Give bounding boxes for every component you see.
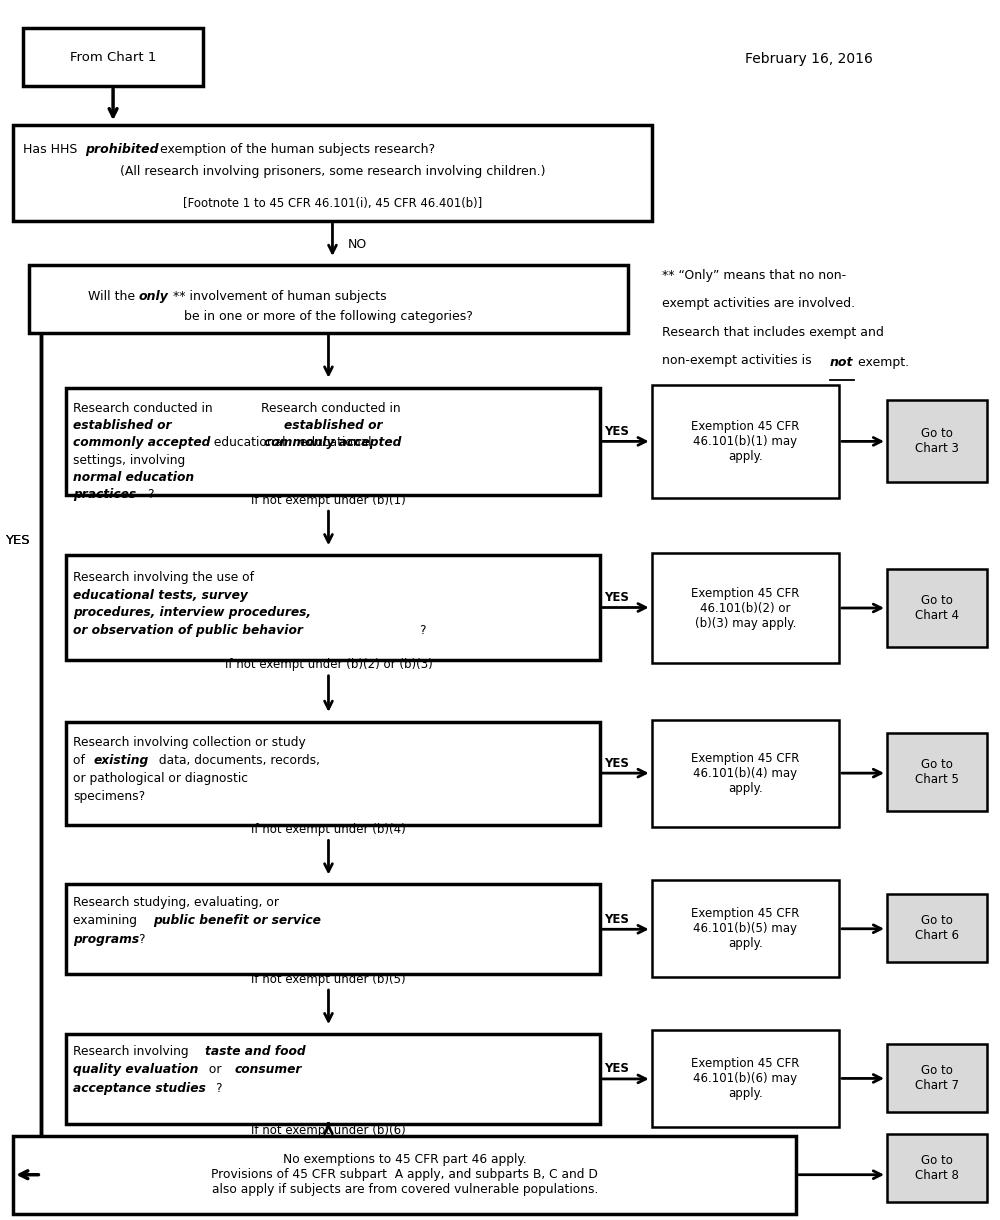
Text: YES: YES [604, 425, 629, 438]
Text: acceptance studies: acceptance studies [73, 1082, 206, 1096]
Text: programs: programs [73, 933, 139, 946]
Text: public benefit or service: public benefit or service [153, 914, 321, 927]
Text: Research conducted in: Research conducted in [261, 401, 405, 415]
Text: ** “Only” means that no non-: ** “Only” means that no non- [662, 268, 846, 282]
Text: Go to
Chart 4: Go to Chart 4 [915, 594, 959, 622]
Text: or pathological or diagnostic: or pathological or diagnostic [73, 772, 248, 786]
Text: ?: ? [419, 625, 426, 638]
FancyBboxPatch shape [652, 1030, 839, 1127]
Text: If not exempt under (b)(5): If not exempt under (b)(5) [251, 972, 406, 986]
FancyBboxPatch shape [887, 733, 987, 810]
Text: commonly accepted: commonly accepted [73, 436, 211, 449]
Text: ?: ? [147, 488, 153, 500]
Text: Research involving collection or study: Research involving collection or study [73, 736, 306, 749]
Text: be in one or more of the following categories?: be in one or more of the following categ… [184, 310, 473, 323]
Text: ** involvement of human subjects: ** involvement of human subjects [173, 290, 387, 304]
Text: normal education: normal education [73, 471, 194, 484]
Text: commonly accepted: commonly accepted [264, 436, 402, 449]
Text: Go to
Chart 5: Go to Chart 5 [915, 758, 959, 786]
Text: Research involving: Research involving [73, 1046, 193, 1059]
FancyBboxPatch shape [652, 384, 839, 498]
FancyBboxPatch shape [652, 553, 839, 662]
Text: of: of [73, 754, 89, 767]
FancyBboxPatch shape [66, 1035, 600, 1124]
Text: If not exempt under (b)(2) or (b)(3): If not exempt under (b)(2) or (b)(3) [225, 659, 432, 671]
Text: not: not [830, 356, 853, 370]
Text: educational: educational [210, 436, 285, 449]
Text: exempt activities are involved.: exempt activities are involved. [662, 298, 855, 310]
Text: taste and food: taste and food [205, 1046, 305, 1059]
Text: No exemptions to 45 CFR part 46 apply.
Provisions of 45 CFR subpart  A apply, an: No exemptions to 45 CFR part 46 apply. P… [211, 1153, 598, 1197]
Text: ?: ? [215, 1082, 221, 1096]
Text: prohibited: prohibited [85, 143, 158, 156]
Text: Exemption 45 CFR
46.101(b)(2) or
(b)(3) may apply.: Exemption 45 CFR 46.101(b)(2) or (b)(3) … [691, 587, 800, 630]
Text: YES: YES [5, 533, 30, 547]
FancyBboxPatch shape [13, 1136, 796, 1214]
Text: ?: ? [139, 933, 145, 946]
FancyBboxPatch shape [13, 126, 652, 221]
FancyBboxPatch shape [66, 388, 600, 495]
FancyBboxPatch shape [23, 28, 203, 87]
Text: established or: established or [284, 418, 382, 432]
Text: February 16, 2016: February 16, 2016 [745, 52, 873, 66]
Text: procedures, interview procedures,: procedures, interview procedures, [73, 606, 311, 620]
FancyBboxPatch shape [652, 720, 839, 826]
FancyBboxPatch shape [887, 1133, 987, 1202]
Text: Exemption 45 CFR
46.101(b)(1) may
apply.: Exemption 45 CFR 46.101(b)(1) may apply. [691, 420, 800, 462]
Text: YES: YES [604, 913, 629, 926]
Text: Research studying, evaluating, or: Research studying, evaluating, or [73, 895, 279, 909]
Text: If not exempt under (b)(1): If not exempt under (b)(1) [251, 494, 406, 506]
Text: Research that includes exempt and: Research that includes exempt and [662, 326, 883, 339]
Text: settings, involving: settings, involving [73, 454, 189, 467]
FancyBboxPatch shape [66, 555, 600, 660]
Text: data, documents, records,: data, documents, records, [155, 754, 320, 767]
Text: Exemption 45 CFR
46.101(b)(5) may
apply.: Exemption 45 CFR 46.101(b)(5) may apply. [691, 908, 800, 950]
Text: NO: NO [347, 238, 367, 251]
Text: (All research involving prisoners, some research involving children.): (All research involving prisoners, some … [120, 165, 545, 177]
Text: established or: established or [73, 418, 172, 432]
Text: specimens?: specimens? [73, 791, 145, 803]
Text: From Chart 1: From Chart 1 [70, 51, 156, 63]
Text: exempt.: exempt. [854, 356, 909, 370]
Text: non-exempt activities is: non-exempt activities is [662, 354, 815, 367]
Text: Go to
Chart 7: Go to Chart 7 [915, 1064, 959, 1092]
FancyBboxPatch shape [887, 1044, 987, 1111]
Text: Exemption 45 CFR
46.101(b)(6) may
apply.: Exemption 45 CFR 46.101(b)(6) may apply. [691, 1057, 800, 1100]
FancyBboxPatch shape [652, 881, 839, 977]
Text: If not exempt under (b)(6): If not exempt under (b)(6) [251, 1125, 406, 1137]
Text: YES: YES [5, 533, 30, 547]
Text: existing: existing [93, 754, 148, 767]
Text: only: only [139, 290, 169, 304]
Text: Exemption 45 CFR
46.101(b)(4) may
apply.: Exemption 45 CFR 46.101(b)(4) may apply. [691, 752, 800, 794]
Text: exemption of the human subjects research?: exemption of the human subjects research… [156, 143, 436, 156]
Text: Will the: Will the [88, 290, 139, 304]
FancyBboxPatch shape [29, 265, 628, 333]
Text: examining: examining [73, 914, 141, 927]
Text: Go to
Chart 8: Go to Chart 8 [915, 1154, 959, 1182]
Text: Go to
Chart 3: Go to Chart 3 [915, 427, 959, 455]
FancyBboxPatch shape [887, 569, 987, 647]
Text: YES: YES [604, 756, 629, 770]
Text: practices: practices [73, 488, 136, 500]
Text: quality evaluation: quality evaluation [73, 1064, 199, 1076]
Text: Research conducted in: Research conducted in [73, 401, 217, 415]
Text: If not exempt under (b)(4): If not exempt under (b)(4) [251, 824, 406, 836]
FancyBboxPatch shape [887, 894, 987, 963]
Text: consumer: consumer [234, 1064, 302, 1076]
Text: [Footnote 1 to 45 CFR 46.101(i), 45 CFR 46.401(b)]: [Footnote 1 to 45 CFR 46.101(i), 45 CFR … [183, 198, 482, 210]
Text: or: or [205, 1064, 225, 1076]
FancyBboxPatch shape [887, 400, 987, 482]
Text: Has HHS: Has HHS [23, 143, 82, 156]
Text: or observation of public behavior: or observation of public behavior [73, 625, 303, 638]
Text: educational tests, survey: educational tests, survey [73, 588, 248, 601]
Text: Go to
Chart 6: Go to Chart 6 [915, 914, 959, 942]
Text: YES: YES [604, 590, 629, 604]
Text: YES: YES [604, 1063, 629, 1076]
Text: educational: educational [296, 436, 372, 449]
Text: Research involving the use of: Research involving the use of [73, 571, 254, 583]
FancyBboxPatch shape [66, 884, 600, 974]
FancyBboxPatch shape [66, 722, 600, 825]
